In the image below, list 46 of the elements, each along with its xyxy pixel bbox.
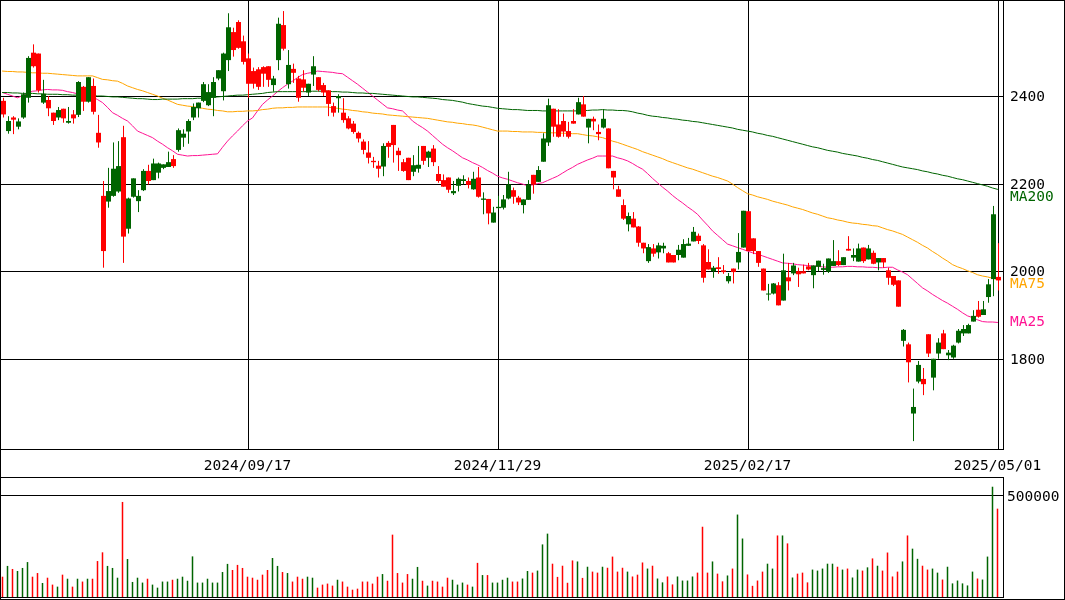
candlestick [736, 232, 741, 270]
candlestick [186, 118, 191, 145]
candlestick [921, 367, 926, 396]
candlestick [81, 85, 86, 112]
candlestick [846, 235, 851, 252]
candlestick [581, 95, 586, 118]
x-tick-label: 2025/02/17 [703, 457, 792, 474]
candlestick [141, 168, 146, 192]
candlestick [786, 262, 791, 291]
candlestick [766, 283, 771, 302]
candlestick [1, 97, 6, 118]
candlestick [336, 93, 341, 114]
candlestick [931, 358, 936, 391]
x-tick-label: 2024/09/17 [203, 457, 292, 474]
candlestick [621, 198, 626, 221]
candlestick [906, 342, 911, 383]
candlestick [146, 164, 151, 185]
y-tick-label: 1800 [1010, 350, 1045, 367]
candlestick [311, 55, 316, 87]
candlestick [281, 10, 286, 51]
candlestick [46, 95, 51, 117]
candlestick [626, 212, 631, 232]
candlestick [646, 243, 651, 264]
x-tick-label: 2025/05/01 [953, 457, 1042, 474]
candlestick [936, 337, 941, 360]
candlestick [916, 360, 921, 384]
candlestick [431, 144, 436, 167]
y-tick-label: 2400 [1010, 88, 1045, 105]
series-label: MA25 [1010, 313, 1045, 330]
candlestick [486, 198, 491, 225]
candlestick [506, 171, 511, 200]
candlestick [96, 114, 101, 149]
candlestick [381, 142, 386, 177]
candlestick [366, 140, 371, 164]
x-tick-label: 2024/11/29 [453, 457, 542, 474]
candlestick [396, 147, 401, 172]
y-tick-label: 500000 [1007, 487, 1060, 504]
candlestick [286, 49, 291, 90]
candlestick [986, 278, 991, 304]
candlestick [586, 118, 591, 144]
candlestick [926, 333, 931, 358]
series-label: MA75 [1010, 275, 1045, 292]
candlestick [911, 388, 916, 442]
candlestick [476, 166, 481, 199]
candlestick [291, 63, 296, 84]
candlestick [636, 225, 641, 248]
